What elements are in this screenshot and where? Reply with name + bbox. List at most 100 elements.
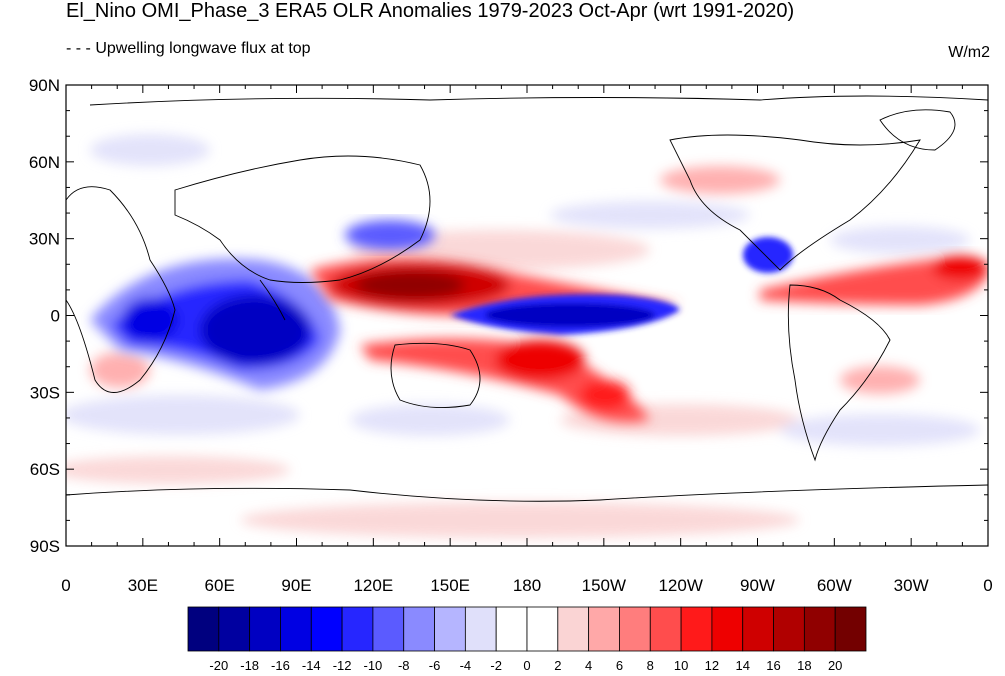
coastline-north-america bbox=[669, 134, 921, 271]
lon-tick-label: 150W bbox=[582, 576, 626, 595]
anomaly-field bbox=[66, 134, 988, 538]
anomaly-arctic-negative bbox=[90, 134, 210, 166]
colorbar-box bbox=[218, 606, 251, 652]
colorbar-label: 18 bbox=[797, 658, 811, 673]
colorbar-label: 6 bbox=[616, 658, 623, 673]
colorbar-box bbox=[372, 606, 405, 652]
colorbar-box bbox=[649, 606, 682, 652]
colorbar-label: -18 bbox=[240, 658, 259, 673]
chart-subtitle: - - - Upwelling longwave flux at top bbox=[66, 40, 311, 57]
anomaly-spcz-outer bbox=[360, 338, 650, 423]
anomaly-gulf-mexico-negative bbox=[743, 237, 793, 273]
anomaly-north-atlantic-negative bbox=[830, 226, 970, 254]
lon-tick-label: 150E bbox=[430, 576, 470, 595]
lat-tick-label: 0 bbox=[51, 307, 60, 326]
colorbar-box bbox=[403, 606, 435, 652]
lon-tick-label: 180 bbox=[513, 576, 541, 595]
colorbar-label: -14 bbox=[302, 658, 321, 673]
colorbar-box bbox=[249, 606, 281, 652]
lat-tick-label: 90S bbox=[30, 537, 60, 556]
lon-tick-label: 0 bbox=[61, 576, 70, 595]
colorbar-box bbox=[834, 606, 867, 652]
anomaly-atlantic-outer bbox=[760, 258, 988, 305]
coastline-arctic bbox=[89, 95, 988, 106]
anomaly-alaska-positive bbox=[660, 166, 780, 194]
coastlines bbox=[66, 95, 988, 502]
colorbar-label: -10 bbox=[364, 658, 383, 673]
anomaly-central-pacific-core bbox=[485, 303, 655, 327]
lon-tick-label: 90E bbox=[281, 576, 311, 595]
coastline-greenland bbox=[879, 109, 956, 151]
colorbar-box bbox=[434, 606, 466, 652]
colorbar-label: 12 bbox=[705, 658, 719, 673]
colorbar-box bbox=[619, 606, 651, 652]
colorbar-label: 8 bbox=[647, 658, 654, 673]
colorbar-box bbox=[187, 606, 220, 652]
colorbar-box bbox=[341, 606, 374, 652]
lon-tick-label: 60W bbox=[817, 576, 852, 595]
colorbar-box bbox=[803, 606, 836, 652]
colorbar-label: 14 bbox=[735, 658, 749, 673]
colorbar-box bbox=[557, 606, 590, 652]
coastline-antarctica bbox=[66, 484, 988, 502]
lon-tick-label: 60E bbox=[205, 576, 235, 595]
anomaly-east-africa-core bbox=[122, 298, 178, 342]
lon-tick-label: 120E bbox=[353, 576, 393, 595]
anomaly-antarctic-positive bbox=[240, 502, 800, 538]
anomaly-north-pacific-negative bbox=[550, 201, 750, 229]
colorbar-label: -8 bbox=[398, 658, 410, 673]
colorbar-label: 4 bbox=[585, 658, 592, 673]
colorbar-box bbox=[588, 606, 620, 652]
coastline-africa bbox=[66, 186, 176, 393]
anomaly-spcz-mid bbox=[495, 340, 585, 380]
lat-tick-label: 60N bbox=[29, 153, 60, 172]
anomaly-spcz-south bbox=[580, 380, 630, 410]
lon-tick-label: 30W bbox=[894, 576, 929, 595]
lat-tick-label: 60S bbox=[30, 460, 60, 479]
colorbar: -20 -18 -16 -14 -12 -10 -8 -6 -4 -2 0 2 4 6 8 10 12 14 16 1… bbox=[187, 606, 867, 673]
units-label: W/m2 bbox=[948, 44, 990, 61]
colorbar-box bbox=[742, 606, 774, 652]
colorbar-label: 0 bbox=[523, 658, 530, 673]
lat-tick-label: 30N bbox=[29, 230, 60, 249]
colorbar-box bbox=[711, 606, 744, 652]
coastline-india bbox=[259, 279, 286, 321]
coastline-eurasia bbox=[174, 155, 431, 283]
colorbar-label: 10 bbox=[674, 658, 688, 673]
colorbar-box bbox=[526, 606, 559, 652]
colorbar-label: -12 bbox=[333, 658, 352, 673]
lon-tick-label: 120W bbox=[658, 576, 702, 595]
colorbar-box bbox=[495, 606, 528, 652]
anomaly-indian-ocean-core bbox=[200, 295, 310, 365]
anomaly-wnp-core bbox=[355, 271, 465, 299]
lon-tick-label: 30E bbox=[128, 576, 158, 595]
anomaly-south-indian-negative bbox=[66, 395, 300, 435]
lon-tick-label: 0 bbox=[983, 576, 992, 595]
coastline-australia bbox=[390, 342, 481, 409]
chart-title: El_Nino OMI_Phase_3 ERA5 OLR Anomalies 1… bbox=[66, 0, 795, 22]
colorbar-label: -16 bbox=[271, 658, 290, 673]
colorbar-box bbox=[280, 606, 312, 652]
colorbar-box bbox=[680, 606, 713, 652]
lat-tick-label: 30S bbox=[30, 383, 60, 402]
anomaly-southern-ocean-positive bbox=[66, 456, 290, 484]
anomaly-south-atlantic-negative bbox=[780, 414, 980, 446]
anomaly-japan-negative bbox=[345, 220, 435, 250]
colorbar-label: -20 bbox=[209, 658, 228, 673]
longitude-axis: 0 30E 60E 90E 120E 150E 180 150W 120W 90W 60W 30W 0 bbox=[61, 85, 993, 595]
colorbar-box bbox=[773, 606, 805, 652]
colorbar-label: 2 bbox=[554, 658, 561, 673]
colorbar-box bbox=[310, 606, 343, 652]
colorbar-label: -4 bbox=[460, 658, 472, 673]
colorbar-label: 16 bbox=[766, 658, 780, 673]
latitude-axis: 90N 60N 30N 0 30S 60S 90S bbox=[29, 76, 988, 556]
coastline-south-america bbox=[787, 284, 891, 462]
anomaly-atlantic-core bbox=[932, 256, 988, 280]
anomaly-south-africa-positive bbox=[90, 352, 150, 388]
lat-tick-label: 90N bbox=[29, 76, 60, 95]
colorbar-box bbox=[464, 606, 497, 652]
colorbar-label: 20 bbox=[828, 658, 842, 673]
anomaly-brazil-positive bbox=[840, 366, 920, 394]
anomaly-tasman-negative bbox=[350, 404, 510, 436]
